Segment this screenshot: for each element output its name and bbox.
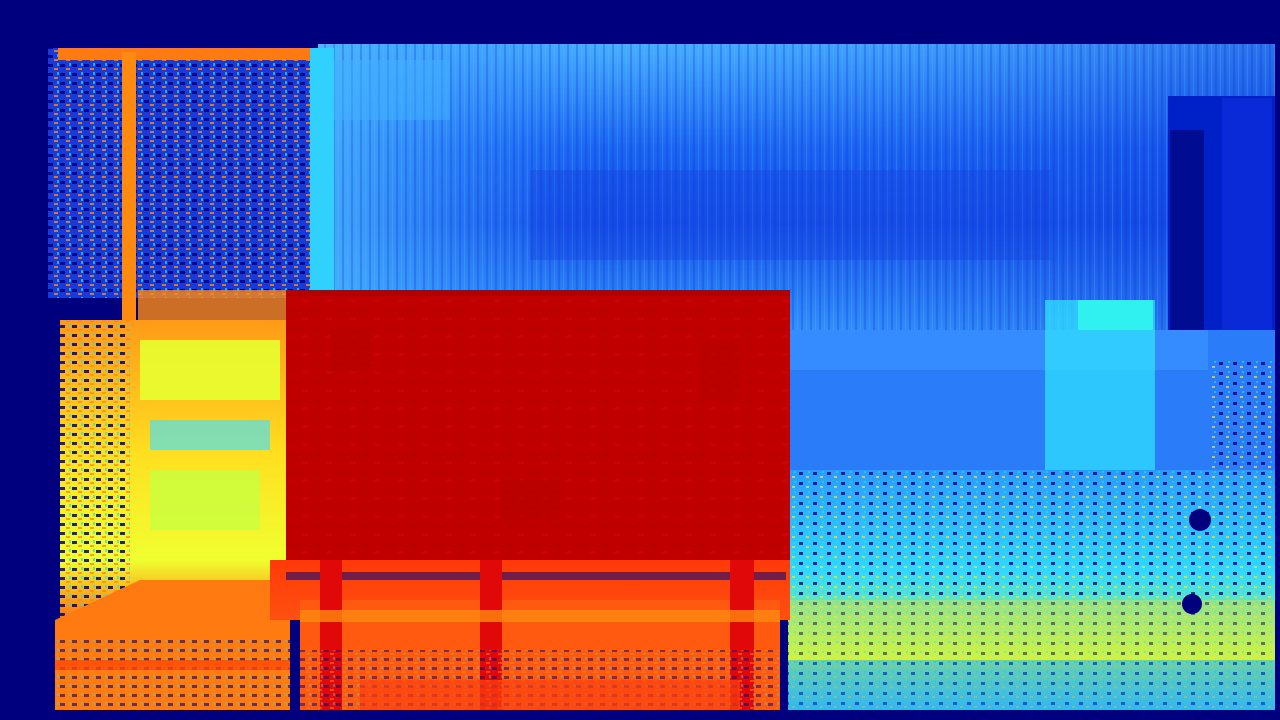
depth-map-canvas bbox=[48, 44, 1280, 720]
depth-map-image bbox=[48, 44, 1280, 720]
